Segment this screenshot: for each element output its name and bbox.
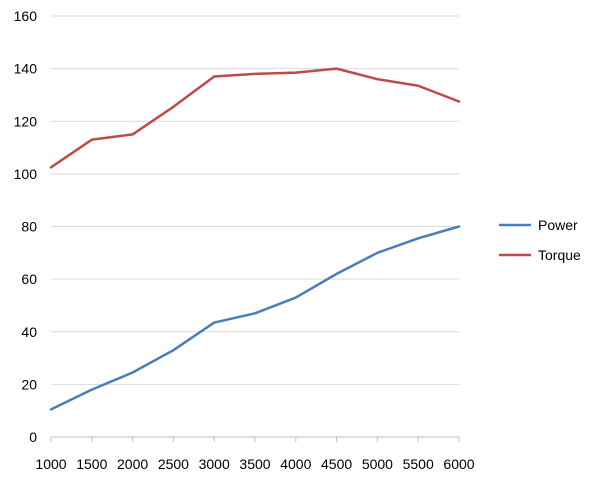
x-tick-label: 4000 [280, 456, 311, 472]
legend-item-torque: Torque [499, 247, 581, 263]
y-tick-label: 0 [29, 429, 37, 445]
x-tick-label: 2000 [117, 456, 148, 472]
legend-label: Torque [538, 247, 581, 263]
y-tick-label: 60 [21, 271, 37, 287]
legend-label: Power [538, 217, 578, 233]
y-tick-label: 140 [14, 61, 38, 77]
x-tick-label: 2500 [158, 456, 189, 472]
series-layer [49, 67, 461, 411]
x-tick-label: 1500 [76, 456, 107, 472]
x-tick-label: 1000 [35, 456, 66, 472]
x-tick-label: 3000 [199, 456, 230, 472]
y-tick-label: 20 [21, 376, 37, 392]
y-tick-label: 80 [21, 219, 37, 235]
series-line-torque [49, 67, 461, 169]
series-line-power [49, 225, 461, 411]
y-tick-label: 40 [21, 324, 37, 340]
x-tick-label: 4500 [321, 456, 352, 472]
legend-item-power: Power [499, 217, 578, 233]
x-tick-label: 6000 [443, 456, 474, 472]
grid-layer [51, 15, 459, 385]
legend: Power Torque [499, 217, 581, 263]
x-tick-label: 3500 [239, 456, 270, 472]
y-tick-label: 160 [14, 8, 38, 24]
axis-layer: 0 20 40 60 80 100 120 140 160 1000 1500 2000 2500 300… [14, 8, 475, 472]
x-tick-label: 5500 [403, 456, 434, 472]
y-tick-label: 120 [14, 113, 38, 129]
x-tick-label: 5000 [362, 456, 393, 472]
y-tick-label: 100 [14, 166, 38, 182]
